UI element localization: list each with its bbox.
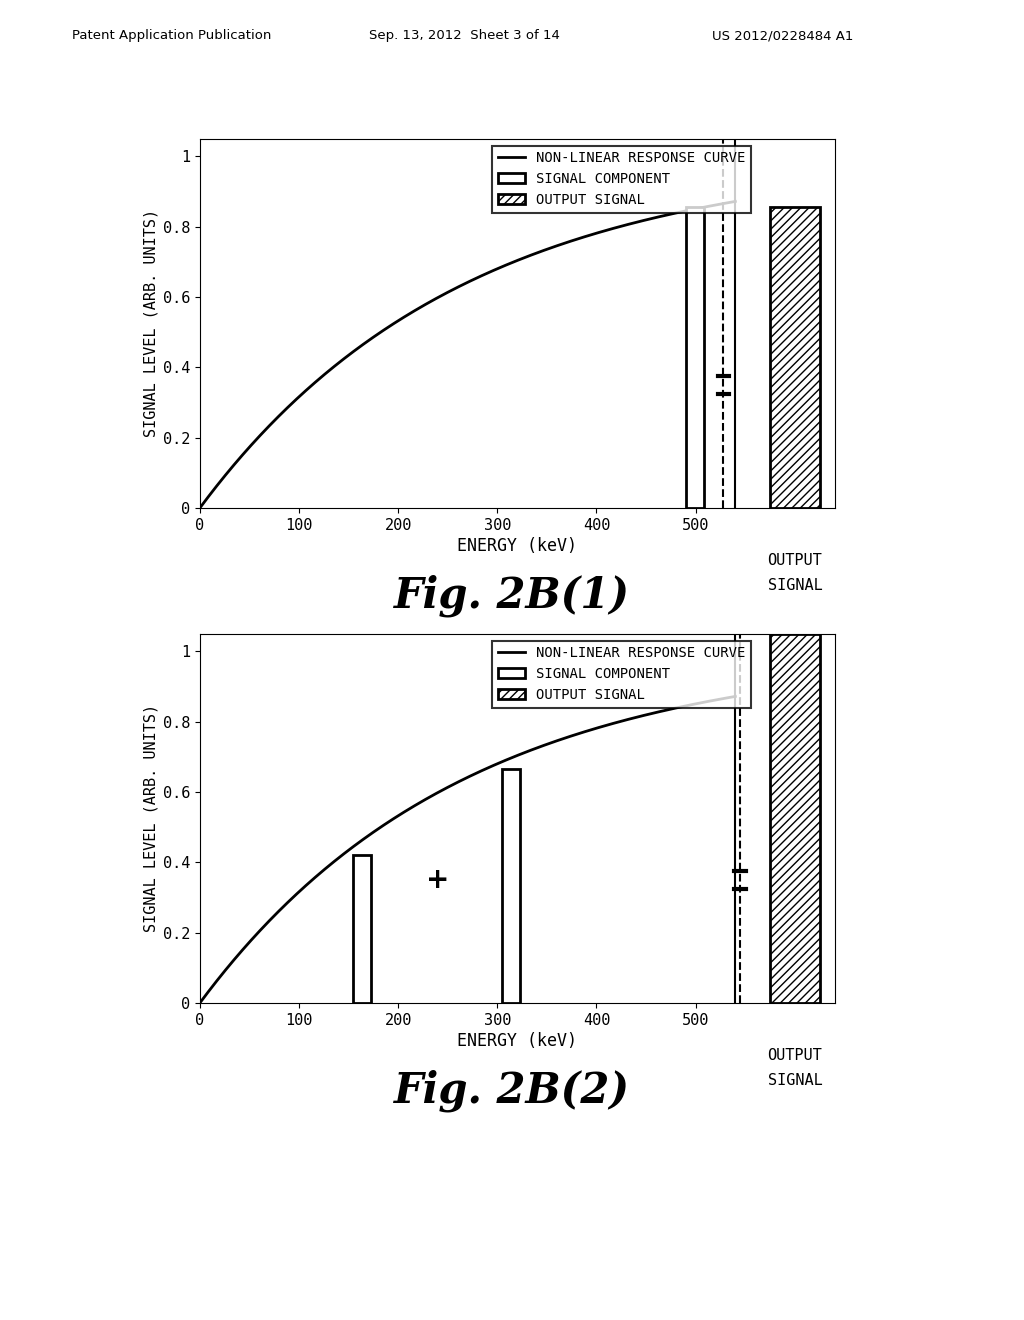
X-axis label: ENERGY (keV): ENERGY (keV): [457, 537, 578, 556]
Text: SIGNAL: SIGNAL: [768, 578, 822, 594]
Y-axis label: SIGNAL LEVEL (ARB. UNITS): SIGNAL LEVEL (ARB. UNITS): [143, 210, 159, 437]
Text: OUTPUT: OUTPUT: [768, 553, 822, 568]
Text: +: +: [426, 866, 450, 894]
Text: Fig. 2B(1): Fig. 2B(1): [394, 574, 630, 616]
Bar: [770, 634, 819, 1003]
Legend: NON-LINEAR RESPONSE CURVE, SIGNAL COMPONENT, OUTPUT SIGNAL: NON-LINEAR RESPONSE CURVE, SIGNAL COMPON…: [493, 640, 752, 708]
Text: OUTPUT: OUTPUT: [768, 1048, 822, 1063]
Bar: [502, 770, 520, 1003]
Text: US 2012/0228484 A1: US 2012/0228484 A1: [712, 29, 853, 42]
Text: SIGNAL: SIGNAL: [768, 1073, 822, 1089]
Y-axis label: SIGNAL LEVEL (ARB. UNITS): SIGNAL LEVEL (ARB. UNITS): [143, 705, 159, 932]
Legend: NON-LINEAR RESPONSE CURVE, SIGNAL COMPONENT, OUTPUT SIGNAL: NON-LINEAR RESPONSE CURVE, SIGNAL COMPON…: [493, 145, 752, 213]
Text: Patent Application Publication: Patent Application Publication: [72, 29, 271, 42]
Bar: [353, 855, 372, 1003]
Text: Fig. 2B(2): Fig. 2B(2): [394, 1069, 630, 1111]
Text: Sep. 13, 2012  Sheet 3 of 14: Sep. 13, 2012 Sheet 3 of 14: [369, 29, 559, 42]
Bar: [686, 207, 703, 508]
Bar: [770, 207, 819, 508]
X-axis label: ENERGY (keV): ENERGY (keV): [457, 1032, 578, 1051]
